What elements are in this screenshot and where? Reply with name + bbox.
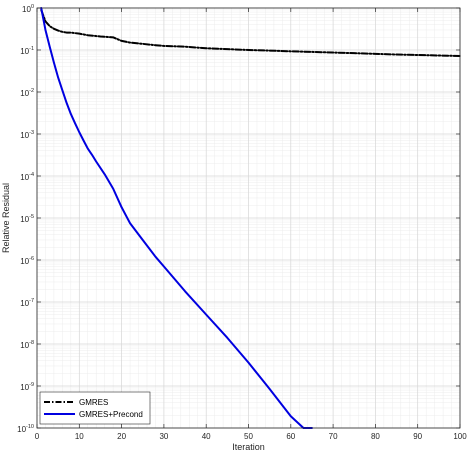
legend-label-gmres: GMRES xyxy=(79,398,108,407)
x-tick-label: 90 xyxy=(413,432,422,441)
x-tick-label: 30 xyxy=(159,432,168,441)
series-line-gmres xyxy=(40,8,461,57)
x-tick-label: 80 xyxy=(371,432,380,441)
y-tick-label: 10-10 xyxy=(17,424,34,434)
y-tick-labels: 100 10-1 10-2 10-3 10-4 10-5 10-6 10-7 10-8 10-9 1… xyxy=(17,4,34,434)
x-tick-label: 10 xyxy=(75,432,84,441)
series-lines xyxy=(40,7,461,429)
legend-label-gmres-precond: GMRES+Precond xyxy=(79,410,143,419)
y-tick-label: 10-2 xyxy=(20,88,34,98)
y-tick-label: 10-9 xyxy=(20,382,34,392)
x-tick-label: 40 xyxy=(202,432,211,441)
y-tick-label: 10-6 xyxy=(20,256,34,266)
x-tick-label: 20 xyxy=(117,432,126,441)
y-tick-label: 10-8 xyxy=(20,340,34,350)
x-tick-label: 70 xyxy=(329,432,338,441)
y-tick-label: 10-3 xyxy=(20,130,34,140)
legend-box xyxy=(39,391,151,425)
x-axis-label: Iteration xyxy=(232,442,265,452)
x-tick-label: 0 xyxy=(35,432,40,441)
y-tick-label: 10-7 xyxy=(20,298,34,308)
y-tick-label: 10-5 xyxy=(20,214,34,224)
legend: GMRES GMRES+Precond xyxy=(39,391,151,425)
x-tick-labels: 0 10 20 30 40 50 60 70 80 90 100 xyxy=(35,432,467,441)
x-tick-label: 60 xyxy=(286,432,295,441)
y-axis-label: Relative Residual xyxy=(1,183,11,253)
y-tick-label: 100 xyxy=(22,4,34,14)
y-tick-label: 10-1 xyxy=(20,46,34,56)
series-line-gmres-precond xyxy=(40,7,313,429)
y-tick-label: 10-4 xyxy=(20,172,34,182)
ticks xyxy=(36,7,461,429)
x-tick-label: 100 xyxy=(453,432,467,441)
x-tick-label: 50 xyxy=(244,432,253,441)
